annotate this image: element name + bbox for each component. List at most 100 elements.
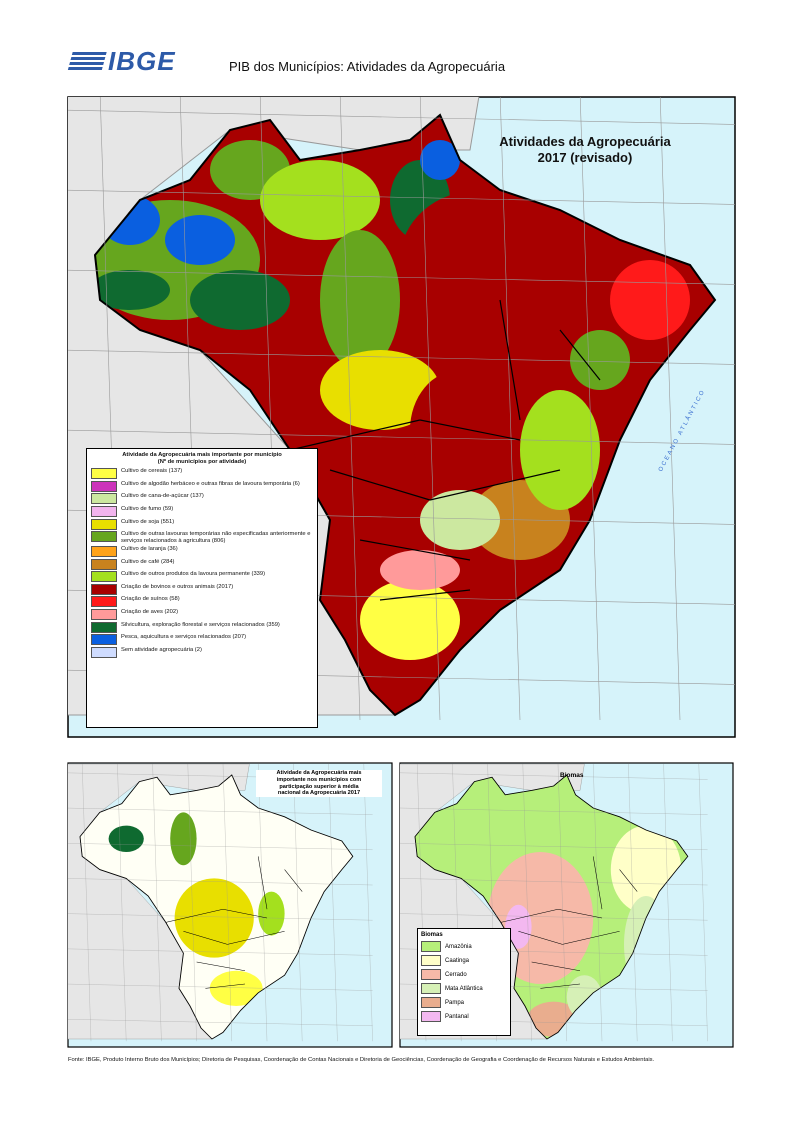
region (610, 260, 690, 340)
legend-item: Cultivo de cana-de-açúcar (137) (91, 493, 313, 505)
region (420, 490, 500, 550)
region (170, 812, 197, 866)
legend-swatch (421, 997, 441, 1008)
biomes-legend-title: Biomas (421, 932, 443, 938)
legend-swatch (91, 634, 117, 646)
region (410, 370, 510, 490)
legend-swatch (91, 480, 117, 492)
legend-item: Pampa (421, 997, 507, 1008)
legend-swatch (91, 608, 117, 620)
legend-label: Mata Atlântica (445, 985, 483, 992)
graticule (400, 878, 708, 886)
region (209, 970, 263, 1006)
map-title-line: Atividades da Agropecuária (499, 134, 671, 149)
graticule (663, 763, 673, 1042)
biomes-legend: Biomas Amazônia Caatinga Cerrado Mata Atlân… (417, 928, 511, 1036)
legend-item: Cultivo de outras lavouras temporárias n… (91, 531, 313, 544)
page-title: PIB dos Municípios: Atividades da Agrope… (229, 59, 506, 74)
legend-item: Sem atividade agropecuária (2) (91, 646, 313, 658)
region (174, 878, 254, 958)
legend-swatch (91, 646, 117, 658)
graticule (68, 109, 735, 125)
legend-item: Amazônia (421, 941, 507, 952)
graticule (522, 763, 532, 1042)
graticule (579, 97, 601, 721)
state-border (429, 469, 561, 501)
graticule (68, 807, 373, 815)
graticule (698, 763, 708, 1042)
state-border (619, 869, 638, 892)
map-title-line: 2017 (revisado) (537, 150, 633, 165)
legend-item: Criação de suínos (58) (91, 596, 313, 608)
legend-item: Caatinga (421, 955, 507, 966)
region (360, 580, 460, 660)
legend-item: Cultivo de algodão herbáceo e outras fib… (91, 480, 313, 492)
region (520, 220, 640, 340)
state-border (499, 299, 521, 421)
region (400, 190, 560, 330)
graticule (68, 983, 373, 991)
graticule (68, 948, 373, 956)
legend-swatch (421, 955, 441, 966)
region (520, 390, 600, 510)
legend-label: Cultivo de soja (551) (121, 518, 175, 525)
legend-label: Amazônia (445, 943, 472, 950)
legend-swatch (91, 558, 117, 570)
state-border (183, 930, 228, 945)
legend-swatch (91, 531, 117, 543)
legend-item: Cultivo de outros produtos da lavoura pe… (91, 571, 313, 583)
graticule (740, 90, 760, 720)
graticule (82, 763, 92, 1042)
legend-item: Cultivo de soja (551) (91, 518, 313, 530)
legend-label: Pantanal (445, 1013, 469, 1020)
legend-label: Cultivo de fumo (59) (121, 505, 174, 512)
inset-title-line: importante nos municípios com (276, 776, 362, 783)
regions (95, 140, 690, 660)
biomes-title: Biomas (560, 772, 584, 779)
legend-label: Criação de aves (202) (121, 608, 179, 615)
graticule (68, 913, 373, 921)
region (190, 270, 290, 330)
region (320, 230, 400, 370)
state-border (227, 930, 285, 945)
legend-subtitle: (Nº de municípios por atividade) (157, 458, 247, 465)
legend-label: Pampa (445, 999, 465, 1006)
graticule (328, 763, 338, 1042)
state-border (518, 930, 563, 945)
graticule (68, 349, 735, 365)
legend-item: Cultivo de café (284) (91, 558, 313, 570)
state-border (419, 419, 521, 441)
graticule (499, 97, 521, 721)
state-border (289, 419, 421, 451)
legend-item: Pesca, aquicultura e serviços relacionad… (91, 634, 313, 646)
graticule (628, 763, 638, 1042)
inset-title: Atividade da Agropecuária mais important… (256, 770, 382, 798)
graticule (400, 843, 708, 850)
state-border (359, 539, 471, 561)
state-border (379, 589, 471, 601)
legend-swatch (91, 596, 117, 608)
legend-label: Sem atividade agropecuária (2) (121, 646, 202, 653)
legend-swatch (91, 621, 117, 633)
legend-label: Cerrado (445, 971, 467, 978)
legend-swatch (91, 518, 117, 530)
legend-item: Pantanal (421, 1011, 507, 1022)
map-title: Atividades da Agropecuária 2017 (revisad… (470, 134, 700, 166)
state-border (257, 856, 268, 910)
legend-label: Pesca, aquicultura e serviços relacionad… (121, 634, 247, 641)
graticule (68, 843, 373, 850)
legend-swatch (91, 505, 117, 517)
legend-swatch (91, 493, 117, 505)
map-body (68, 763, 373, 1042)
regions (108, 812, 285, 1006)
legend-label: Cultivo de outras lavouras temporárias n… (121, 531, 311, 544)
legend-swatch (91, 468, 117, 480)
state-border (592, 856, 603, 910)
graticule (258, 763, 268, 1042)
legend-swatch (421, 969, 441, 980)
region (505, 904, 532, 949)
legend: Atividade da Agropecuária mais important… (86, 448, 318, 728)
